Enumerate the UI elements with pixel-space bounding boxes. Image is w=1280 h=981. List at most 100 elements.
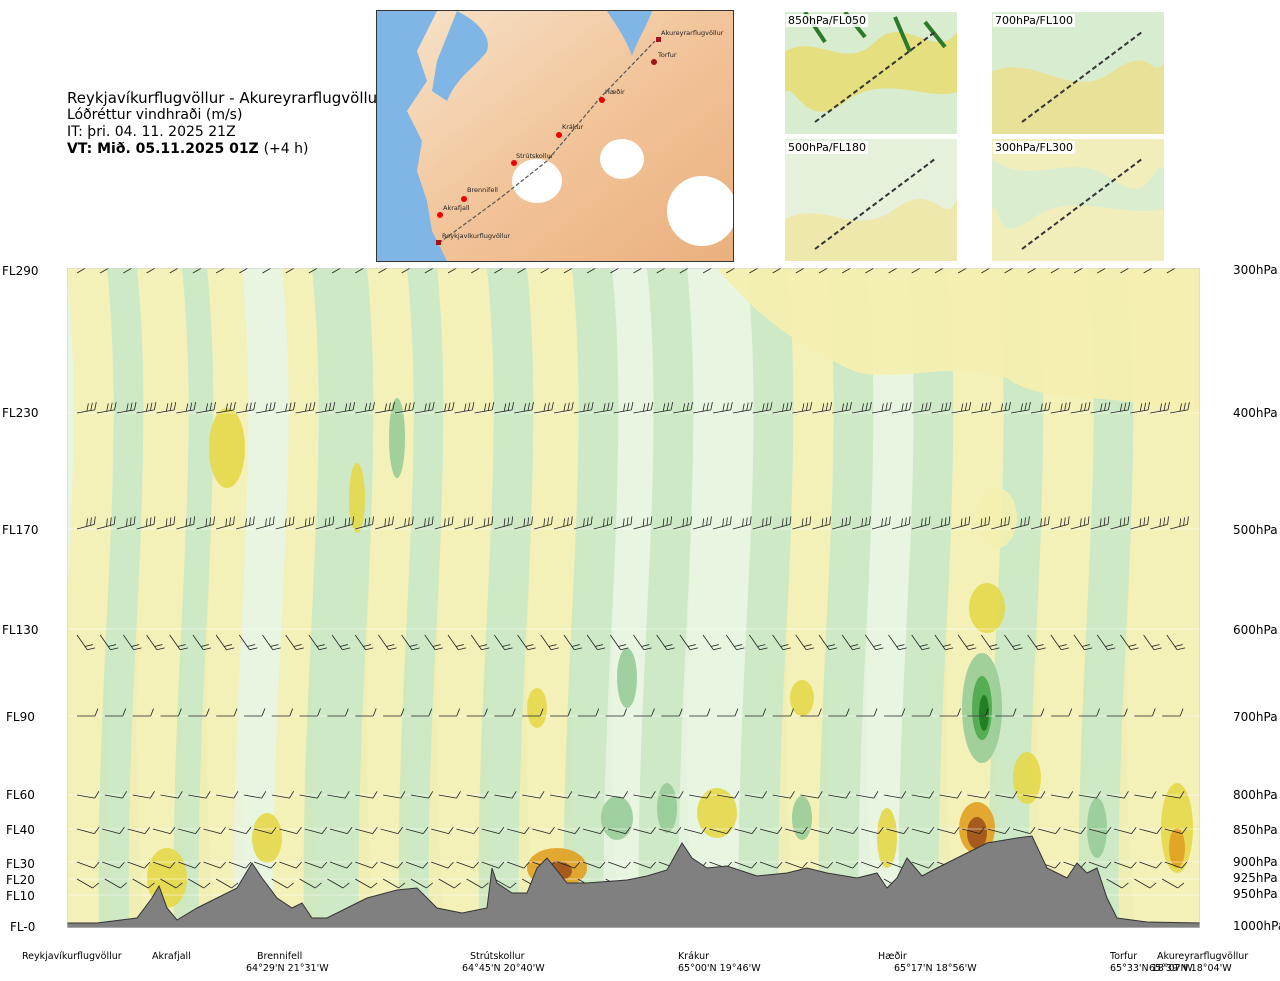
wind-barb [447,634,467,651]
wind-barb [216,516,235,530]
wind-barb [414,401,435,414]
terrain-profile [67,835,1200,928]
wind-barb [1114,826,1137,835]
wind-barb [1030,516,1050,530]
wind-barb [934,634,954,651]
wind-barb [1110,516,1130,530]
wind-barb [262,634,281,651]
wind-barb [375,401,395,414]
wind-barb [176,401,197,414]
wind-barb [1170,516,1189,530]
wind-barb [810,861,834,869]
wind-barb [1050,708,1073,717]
wind-barb [494,791,517,799]
wind-barb [772,708,794,717]
wind-barb [1134,791,1157,799]
wind-barb [188,708,210,717]
wind-barb [577,791,601,799]
hpa-tick-label: 1000hPa [1233,919,1280,933]
wind-barb [178,826,201,835]
wind-barb [522,708,544,717]
map-label: Akureyrarflugvöllur [661,29,724,37]
wind-barb [295,516,315,530]
wind-barb [540,634,559,651]
route-map-svg: Akureyrarflugvöllur Torfur Hæðir Krákur … [407,11,733,261]
wind-barb [1162,708,1184,717]
wind-barb [1027,634,1046,651]
issue-time: IT: þri. 04. 11. 2025 21Z [67,124,236,140]
wind-barb [633,791,656,799]
thumbnail-image [785,12,957,134]
field-cell [657,783,677,833]
wind-barb [1106,708,1128,717]
wind-barb [228,826,252,835]
wind-barb [987,826,1011,835]
waypoint-label: Akureyrarflugvöllur 65°39'N 18°04'W [1149,951,1249,974]
wind-barb [1030,401,1051,414]
thumbnail-500hpa[interactable]: 500hPa/FL180 [785,139,957,261]
thumbnail-850hpa[interactable]: 850hPa/FL050 [785,12,957,134]
waypoint-label: Torfur 65°33'N 18°07'W [1110,951,1193,974]
wind-barb [752,516,772,530]
wind-barb [1088,861,1112,869]
wind-barb [434,516,454,530]
wind-barb [712,516,732,530]
wind-barb [383,708,405,717]
wind-barb [152,826,176,835]
wind-barb [891,516,911,530]
wind-barb [734,861,758,869]
wind-barb [271,791,294,799]
wind-barb [76,826,100,835]
wind-barb [653,516,673,530]
wind-barb [832,401,852,414]
wind-barb [1050,634,1070,651]
wind-barb [494,878,517,889]
wind-barb [327,878,350,889]
wind-barb [104,708,127,717]
wind-barb [1090,516,1110,530]
wind-barb [127,826,151,835]
wind-barb [136,401,157,414]
field-cell [527,688,547,728]
map-station-marker [437,212,443,218]
thumbnail-700hpa[interactable]: 700hPa/FL100 [992,12,1164,134]
field-cell [790,680,814,716]
wind-barb [582,826,606,835]
field-cell [979,695,989,731]
wind-barb [481,826,505,835]
wind-barb [608,826,631,835]
wind-barb [380,826,403,835]
wind-barb [203,861,226,869]
thumbnail-300hpa[interactable]: 300hPa/FL300 [992,139,1164,261]
wind-barb [633,401,654,414]
wind-barb [438,708,460,717]
wind-barb [792,516,812,530]
wind-barb [871,401,892,414]
wind-barb [76,791,100,799]
wind-barb [936,826,960,835]
wind-barb [315,401,336,414]
wind-barb [76,634,96,651]
wind-barb [593,401,614,414]
wind-barb [656,634,675,651]
field-band [1028,268,1095,928]
wind-barb [178,861,201,869]
fl-tick-label: FL60 [6,788,35,802]
wind-barb [785,826,808,835]
wind-barb [1096,634,1116,651]
wind-barb [354,634,374,651]
wind-barb [1078,791,1101,799]
wind-barb [394,401,415,414]
wind-barb [951,401,972,414]
wind-barb [176,516,196,530]
wind-barb [1023,708,1045,717]
wind-barb [355,878,378,889]
wind-barb [216,401,236,414]
field-cell [1087,798,1107,858]
wind-barb [683,826,707,835]
wind-barb [582,861,606,869]
wind-barb [991,516,1010,530]
wind-barb [216,708,238,717]
wind-barb [772,634,791,651]
wind-barb [1130,401,1151,414]
